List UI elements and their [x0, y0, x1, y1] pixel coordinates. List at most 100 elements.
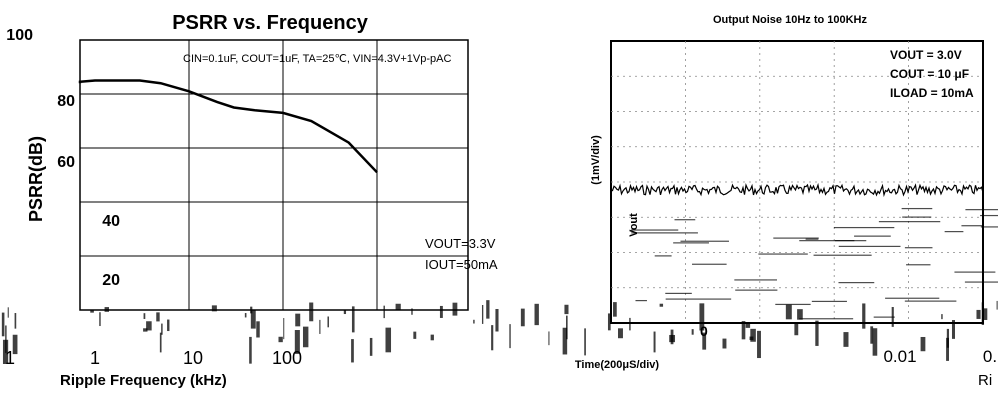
- artifact-dash: [902, 216, 932, 218]
- artifact-dash: [904, 247, 933, 249]
- artifact-dash: [692, 263, 727, 265]
- artifact-stripe: [249, 336, 252, 364]
- artifact-stripe: [7, 307, 9, 318]
- artifact-dash: [673, 242, 709, 244]
- artifact-stripe: [565, 315, 568, 340]
- artifact-stripe: [256, 321, 260, 338]
- artifact-stripe: [1, 312, 5, 337]
- artifact-stripe: [430, 334, 434, 341]
- artifact-dash: [980, 214, 998, 217]
- artifact-stripe: [156, 312, 160, 322]
- artifact-stripe: [395, 303, 401, 311]
- artifact-stripe: [750, 328, 756, 342]
- noise-annotation-vout: VOUT = 3.0V: [890, 48, 962, 62]
- artifact-dash: [665, 298, 732, 300]
- noise-xextra-2: 0.: [983, 347, 997, 366]
- artifact-dash: [775, 303, 811, 306]
- artifact-dash: [954, 271, 996, 273]
- artifact-stripe: [491, 325, 494, 351]
- artifact-stripe: [486, 300, 490, 319]
- psrr-plot-frame: [79, 39, 469, 311]
- artifact-dash: [811, 300, 847, 303]
- noise-xlabel: Time(200μS/div): [575, 359, 660, 371]
- artifact-stripe: [411, 308, 413, 315]
- artifact-stripe: [564, 304, 569, 315]
- artifact-stripe: [278, 336, 283, 343]
- psrr-grid: [80, 40, 468, 310]
- artifact-dash: [904, 300, 957, 302]
- artifact-stripe: [509, 324, 511, 349]
- noise-trace: [610, 182, 984, 198]
- artifact-stripe: [295, 313, 301, 327]
- psrr-chart: PSRR vs. Frequency CIN=0.1uF, COUT=1uF, …: [5, 12, 498, 389]
- artifact-stripe: [90, 309, 94, 313]
- noise-xextra-1: 0.01: [883, 347, 916, 366]
- artifact-stripe: [302, 326, 309, 348]
- artifact-dash: [631, 232, 698, 234]
- artifact-stripe: [629, 317, 631, 331]
- artifact-dash: [906, 264, 931, 266]
- artifact-stripe: [385, 327, 392, 353]
- psrr-ytick-60: 60: [57, 154, 75, 171]
- noise-zero-label: 0: [700, 323, 708, 339]
- psrr-title: PSRR vs. Frequency: [172, 12, 369, 34]
- artifact-stripe: [143, 313, 146, 319]
- artifact-stripe: [741, 321, 746, 340]
- artifact-stripe: [146, 321, 152, 331]
- artifact-dash: [799, 240, 867, 242]
- artifact-stripe: [618, 328, 623, 339]
- artifact-stripe: [548, 331, 550, 346]
- psrr-xlabel: Ripple Frequency (kHz): [60, 372, 227, 389]
- artifact-dash: [878, 221, 941, 223]
- artifact-stripe: [244, 313, 247, 318]
- artifact-stripe: [327, 316, 329, 328]
- artifact-dash: [838, 245, 901, 248]
- artifact-stripe: [976, 309, 981, 319]
- artifact-stripe: [584, 328, 586, 356]
- artifact-stripe: [946, 328, 950, 348]
- noise-chart: Output Noise 10Hz to 100KHz VOUT = 3.0V …: [575, 14, 997, 389]
- artifact-dash: [854, 235, 891, 237]
- artifact-stripe: [920, 336, 926, 352]
- artifact-stripe: [702, 332, 707, 350]
- artifact-stripe: [283, 318, 285, 340]
- artifact-dash: [961, 225, 983, 227]
- artifact-stripe: [870, 326, 874, 344]
- noise-grid: [611, 41, 983, 323]
- artifact-stripe: [941, 314, 943, 320]
- artifact-stripe: [785, 304, 792, 320]
- artifact-stripe: [159, 332, 162, 353]
- artifact-dash: [964, 281, 998, 283]
- psrr-ytick-40: 40: [102, 213, 120, 230]
- artifact-stripe: [996, 300, 998, 310]
- artifact-stripe: [534, 303, 539, 326]
- artifact-stripe: [343, 309, 347, 315]
- artifact-stripe: [167, 319, 170, 332]
- noise-trace-label: Vout: [628, 213, 640, 237]
- artifact-stripe: [452, 302, 458, 316]
- artifact-stripe: [520, 308, 525, 327]
- artifact-stripe: [982, 308, 988, 320]
- artifact-dash: [980, 226, 998, 228]
- artifact-stripe: [319, 319, 321, 334]
- artifact-stripe: [351, 339, 354, 363]
- psrr-ytick-100: 100: [6, 27, 33, 44]
- artifact-stripe: [691, 329, 694, 335]
- psrr-xtick-1b: 1: [90, 348, 100, 368]
- psrr-ytick-20: 20: [102, 272, 120, 289]
- artifact-stripe: [104, 307, 109, 312]
- artifact-stripe: [794, 323, 799, 336]
- artifact-stripe: [653, 331, 656, 353]
- psrr-xtick-10: 10: [183, 348, 203, 368]
- artifact-dash: [680, 240, 729, 242]
- artifact-dash: [635, 299, 647, 302]
- psrr-xtick-1a: 1: [5, 348, 15, 368]
- artifact-band: [1, 207, 998, 365]
- artifact-stripe: [211, 305, 217, 312]
- artifact-stripe: [413, 331, 417, 339]
- artifact-dash: [631, 229, 679, 231]
- artifact-stripe: [495, 308, 499, 332]
- artifact-stripe: [951, 320, 956, 339]
- artifact-stripe: [872, 328, 878, 356]
- artifact-dash: [735, 289, 778, 291]
